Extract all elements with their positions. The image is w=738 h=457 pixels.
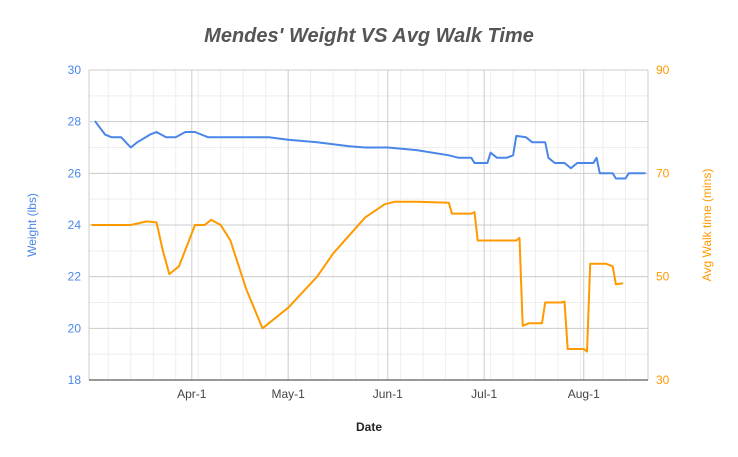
y-left-axis-ticks: 18 20 22 24 26 28 30 bbox=[68, 63, 82, 387]
x-axis-label: Date bbox=[356, 420, 382, 434]
x-tick-label: Apr-1 bbox=[177, 387, 207, 401]
y-left-tick-label: 18 bbox=[68, 373, 82, 387]
chart-title: Mendes' Weight VS Avg Walk Time bbox=[204, 25, 534, 47]
y-right-axis-label: Avg Walk time (mins) bbox=[700, 169, 714, 282]
y-right-tick-label: 30 bbox=[656, 373, 670, 387]
y-right-tick-label: 70 bbox=[656, 166, 670, 180]
series-lines bbox=[91, 120, 646, 353]
x-tick-label: May-1 bbox=[272, 387, 306, 401]
y-left-axis-label: Weight (lbs) bbox=[25, 193, 39, 257]
x-tick-label: Aug-1 bbox=[568, 387, 600, 401]
weight-series-line bbox=[94, 120, 646, 180]
y-left-tick-label: 30 bbox=[68, 63, 82, 77]
y-left-tick-label: 20 bbox=[68, 321, 82, 335]
x-tick-label: Jun-1 bbox=[373, 387, 403, 401]
y-left-tick-label: 28 bbox=[68, 115, 82, 129]
x-tick-label: Jul-1 bbox=[471, 387, 497, 401]
y-left-tick-label: 24 bbox=[68, 218, 82, 232]
x-axis-ticks: Apr-1 May-1 Jun-1 Jul-1 Aug-1 bbox=[177, 387, 600, 401]
y-right-tick-label: 90 bbox=[656, 63, 670, 77]
y-right-axis-ticks: 30 50 70 90 bbox=[656, 63, 670, 387]
walk-time-series-line bbox=[91, 200, 624, 353]
gridlines bbox=[88, 69, 649, 381]
y-left-tick-label: 22 bbox=[68, 270, 82, 284]
y-right-tick-label: 50 bbox=[656, 270, 670, 284]
y-left-tick-label: 26 bbox=[68, 166, 82, 180]
